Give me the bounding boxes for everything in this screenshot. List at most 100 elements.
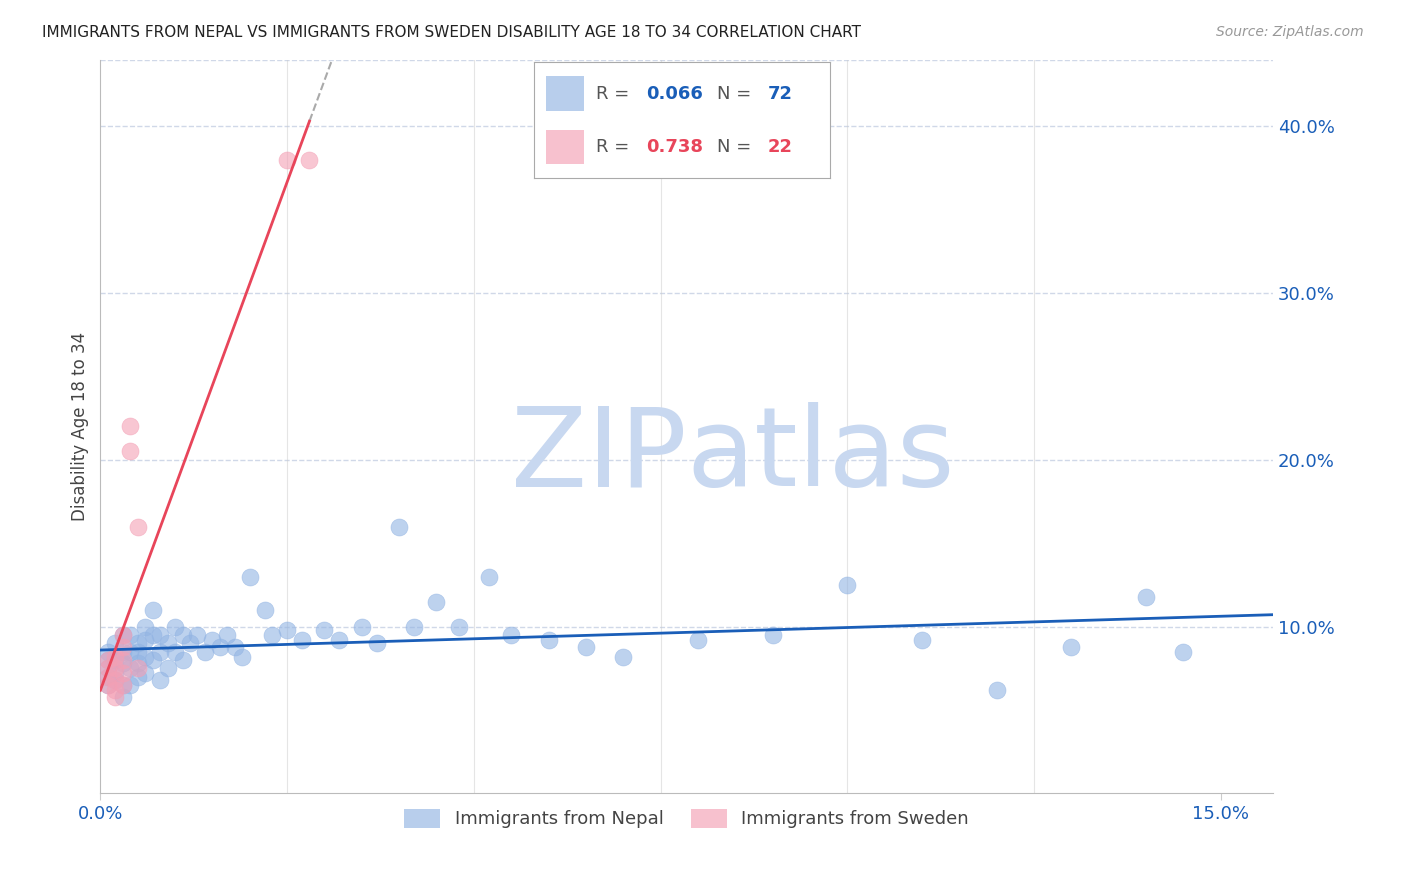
- Point: [314, 623, 336, 637]
- Text: R =: R =: [596, 85, 636, 103]
- Point: [501, 628, 523, 642]
- Point: [120, 644, 142, 658]
- Point: [149, 644, 172, 658]
- Point: [239, 569, 262, 583]
- Point: [911, 632, 934, 647]
- Point: [1173, 644, 1195, 658]
- Point: [104, 653, 127, 667]
- Point: [120, 678, 142, 692]
- Point: [179, 636, 201, 650]
- Text: ZIP: ZIP: [510, 402, 686, 509]
- Point: [163, 619, 186, 633]
- Point: [134, 632, 156, 647]
- Point: [156, 636, 179, 650]
- Point: [276, 623, 298, 637]
- Point: [111, 690, 134, 704]
- Point: [97, 661, 120, 675]
- Point: [97, 670, 120, 684]
- Point: [350, 619, 373, 633]
- Point: [612, 649, 634, 664]
- Point: [111, 640, 134, 654]
- Point: [111, 657, 134, 671]
- Text: 22: 22: [768, 138, 793, 156]
- Point: [127, 636, 149, 650]
- Point: [172, 653, 194, 667]
- Point: [104, 649, 127, 664]
- Point: [97, 653, 120, 667]
- Point: [262, 628, 284, 642]
- Point: [149, 628, 172, 642]
- Point: [104, 661, 127, 675]
- Point: [127, 519, 149, 533]
- Point: [1060, 640, 1083, 654]
- Point: [104, 636, 127, 650]
- Point: [986, 682, 1008, 697]
- Point: [120, 444, 142, 458]
- Y-axis label: Disability Age 18 to 34: Disability Age 18 to 34: [72, 332, 89, 521]
- Point: [104, 666, 127, 681]
- Point: [837, 578, 859, 592]
- Point: [134, 666, 156, 681]
- Point: [111, 666, 134, 681]
- Point: [111, 628, 134, 642]
- Point: [97, 653, 120, 667]
- Point: [298, 153, 321, 167]
- Bar: [546, 129, 585, 164]
- Point: [163, 644, 186, 658]
- Point: [172, 628, 194, 642]
- Point: [208, 640, 231, 654]
- Point: [575, 640, 598, 654]
- Point: [194, 644, 217, 658]
- Point: [201, 632, 224, 647]
- Point: [97, 670, 120, 684]
- Point: [111, 678, 134, 692]
- Point: [120, 661, 142, 675]
- Point: [142, 603, 165, 617]
- Point: [97, 644, 120, 658]
- Point: [388, 519, 411, 533]
- Bar: [546, 77, 585, 112]
- Point: [761, 628, 783, 642]
- Point: [97, 678, 120, 692]
- Point: [291, 632, 314, 647]
- Point: [97, 661, 120, 675]
- Text: 0.066: 0.066: [647, 85, 703, 103]
- Point: [253, 603, 276, 617]
- Point: [111, 678, 134, 692]
- Point: [537, 632, 560, 647]
- Point: [1135, 590, 1157, 604]
- Point: [686, 632, 709, 647]
- Point: [120, 419, 142, 434]
- Legend: Immigrants from Nepal, Immigrants from Sweden: Immigrants from Nepal, Immigrants from S…: [396, 802, 976, 836]
- Point: [104, 690, 127, 704]
- Point: [134, 649, 156, 664]
- Point: [142, 628, 165, 642]
- Text: N =: N =: [717, 85, 758, 103]
- Point: [231, 649, 253, 664]
- Point: [111, 644, 134, 658]
- Point: [328, 632, 350, 647]
- Point: [120, 628, 142, 642]
- Point: [142, 653, 165, 667]
- Text: R =: R =: [596, 138, 636, 156]
- Text: atlas: atlas: [686, 402, 955, 509]
- Text: IMMIGRANTS FROM NEPAL VS IMMIGRANTS FROM SWEDEN DISABILITY AGE 18 TO 34 CORRELAT: IMMIGRANTS FROM NEPAL VS IMMIGRANTS FROM…: [42, 25, 862, 40]
- Point: [478, 569, 501, 583]
- Point: [104, 682, 127, 697]
- Point: [134, 619, 156, 633]
- Point: [276, 153, 298, 167]
- Point: [224, 640, 246, 654]
- Point: [127, 644, 149, 658]
- Text: N =: N =: [717, 138, 758, 156]
- Point: [111, 653, 134, 667]
- Point: [156, 661, 179, 675]
- Point: [104, 673, 127, 687]
- Point: [127, 670, 149, 684]
- Text: Source: ZipAtlas.com: Source: ZipAtlas.com: [1216, 25, 1364, 39]
- Point: [149, 673, 172, 687]
- Point: [402, 619, 425, 633]
- Text: 72: 72: [768, 85, 793, 103]
- Text: 0.738: 0.738: [647, 138, 703, 156]
- Point: [366, 636, 388, 650]
- Point: [217, 628, 239, 642]
